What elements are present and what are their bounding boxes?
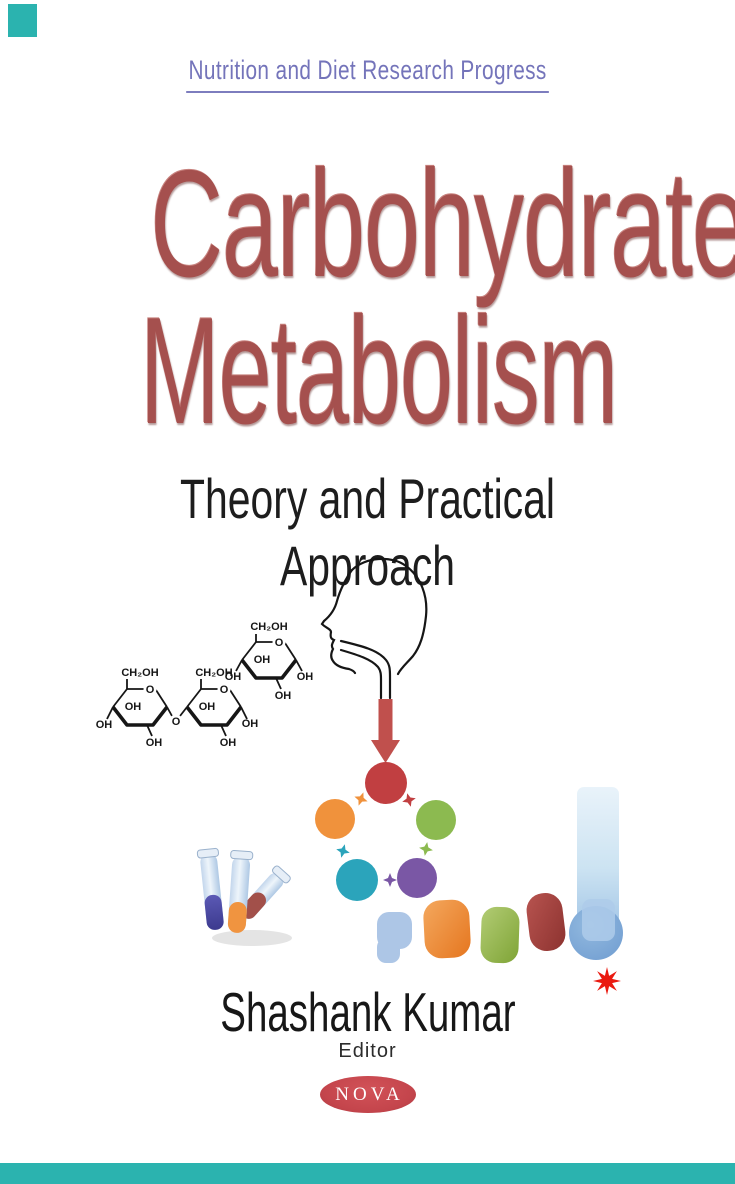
metabolic-cycle (315, 762, 456, 901)
series-title-text: Nutrition and Diet Research Progress (186, 55, 549, 93)
author-role: Editor (338, 1040, 397, 1062)
series-color-tab (8, 4, 37, 37)
oh-label: OH (242, 718, 259, 730)
digestion-arrow (371, 699, 400, 763)
test-tubes (196, 847, 292, 946)
publisher-logo: NOVA (319, 1076, 416, 1113)
test-tube-right (240, 865, 291, 919)
nutrient-blobs (377, 892, 566, 964)
cycle-arrow-icon (383, 873, 397, 887)
blob-green (480, 906, 520, 964)
ch2oh-label: CH₂OH (250, 621, 287, 633)
test-tube-left (196, 847, 224, 930)
cycle-arrow-icon (417, 840, 435, 858)
test-tube-middle (227, 850, 254, 933)
glycosidic-oxygen-label: O (172, 716, 181, 728)
cycle-node-red (365, 762, 407, 804)
oh-label: OH (220, 737, 237, 749)
cycle-node-orange (315, 799, 355, 839)
cycle-arrow-icon (352, 790, 370, 808)
blob-orange (423, 899, 471, 959)
cycle-node-green (416, 800, 456, 840)
book-title-line2: Metabolism (140, 286, 618, 456)
ch2oh-label: CH₂OH (121, 667, 158, 679)
oh-label: OH (199, 701, 216, 713)
oh-label: OH (225, 671, 242, 683)
oh-label: OH (254, 654, 271, 666)
book-subtitle: Theory and Practical Approach (180, 467, 555, 598)
blob-light-blue-foot (377, 938, 400, 963)
book-title-line1: Carbohydrate (150, 139, 735, 309)
oh-label: OH (297, 671, 314, 683)
red-splat-icon (593, 967, 621, 995)
cycle-node-teal (336, 859, 378, 901)
oh-label: OH (146, 737, 163, 749)
oh-label: OH (125, 701, 142, 713)
ch2oh-label: CH₂OH (195, 667, 232, 679)
cycle-arrow-icon (334, 842, 352, 860)
bottom-accent-bar (0, 1163, 735, 1184)
ring-oxygen-label: O (146, 684, 155, 696)
sugar-molecule-diagram: O O O O CH₂OH CH₂OH CH₂OH OH OH OH OH OH… (96, 621, 314, 749)
esophagus-line-outer (339, 639, 392, 700)
ring-oxygen-label: O (220, 684, 229, 696)
cycle-node-purple (397, 858, 437, 898)
series-title: Nutrition and Diet Research Progress (0, 55, 735, 93)
author-name: Shashank Kumar (219, 981, 516, 1043)
absorption-column (569, 787, 623, 995)
publisher-logo-text: NOVA (335, 1083, 404, 1105)
esophagus-line-inner (339, 648, 383, 700)
tube-shadow (212, 930, 292, 946)
oh-label: OH (96, 719, 113, 731)
head-profile-outline (320, 557, 428, 700)
blob-maroon (526, 892, 566, 952)
oh-label: OH (275, 690, 292, 702)
digestion-illustration: O O O O CH₂OH CH₂OH CH₂OH OH OH OH OH OH… (96, 557, 623, 995)
ring-oxygen-label: O (275, 637, 284, 649)
